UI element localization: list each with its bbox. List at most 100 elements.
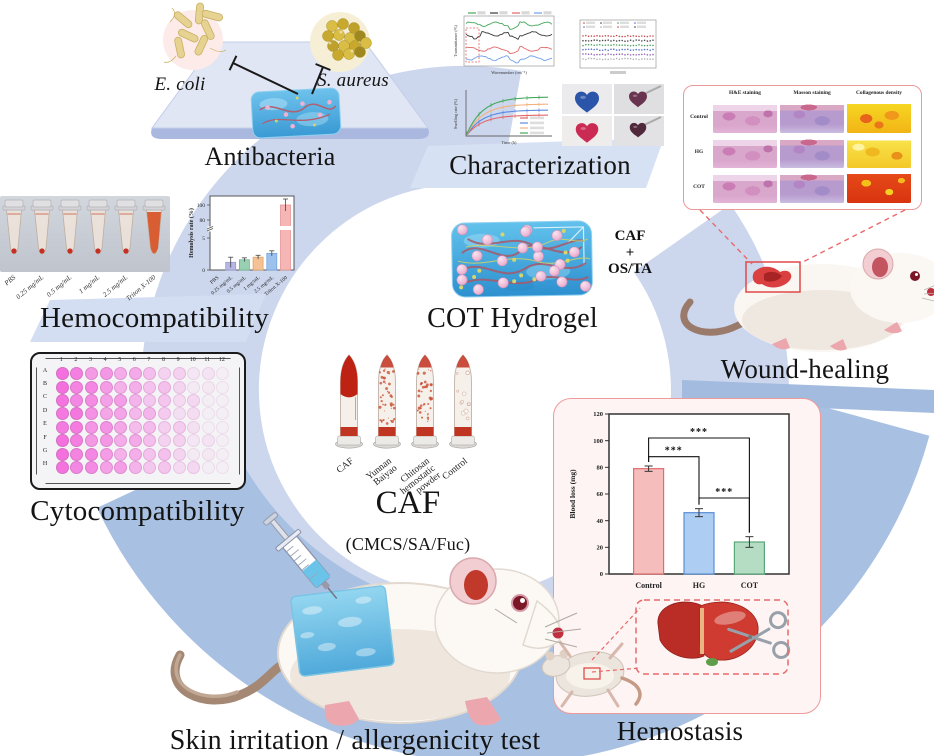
liver-connector-bottom xyxy=(591,667,641,673)
plate-well xyxy=(99,461,113,474)
plate-well xyxy=(143,367,157,381)
plate-well xyxy=(201,407,215,421)
histology-image xyxy=(713,171,777,203)
plate-well xyxy=(85,367,98,381)
hemolysis-tube xyxy=(2,199,26,255)
mouse-tail xyxy=(620,676,642,706)
inhibition-arrows xyxy=(228,55,331,95)
liver-dashed-box xyxy=(635,599,789,675)
plate-well xyxy=(55,407,69,421)
swelling-ylabel: Swelling rate (%) xyxy=(453,98,458,129)
blood-loss-ytick: 120 xyxy=(593,411,603,418)
plate-well xyxy=(99,380,113,394)
histology-column-header: H&E staining xyxy=(729,90,761,96)
blood-loss-xtick: HG xyxy=(693,581,705,590)
significance-stars: *** xyxy=(690,427,708,438)
cot-annotation-line-0: CAF xyxy=(614,228,646,244)
plate-column-number: 6 xyxy=(132,357,136,363)
plate-column-number: 5 xyxy=(118,357,122,363)
histology-panel: H&E staining Masson staining Collagenous d… xyxy=(683,85,922,210)
cot-annotation-line-2: OS/TA xyxy=(608,261,652,277)
hydrogel-heart xyxy=(629,91,647,108)
histology-image xyxy=(780,101,844,133)
hemolysis-tube xyxy=(58,199,82,255)
plate-well xyxy=(114,447,128,461)
s-aureus-circle xyxy=(310,12,372,72)
hemolysis-tube xyxy=(114,199,138,255)
blood-loss-ytick: 100 xyxy=(593,438,603,445)
incision-box xyxy=(583,667,601,680)
ftir-ylabel: Transmittance (%) xyxy=(453,24,458,57)
plate-well xyxy=(172,367,186,381)
histology-connector-right xyxy=(798,209,906,265)
plate-well xyxy=(143,434,157,448)
histology-image xyxy=(847,136,911,168)
plate-well xyxy=(216,380,230,394)
plate-row-letter: B xyxy=(42,380,47,387)
caf-title-sub: (CMCS/SA/Fuc) xyxy=(345,534,471,554)
plate-well xyxy=(114,380,128,394)
plate-inner-frame xyxy=(36,358,240,484)
plate-well xyxy=(216,447,230,461)
plate-well xyxy=(128,380,142,394)
plate-well xyxy=(201,461,215,474)
plate-well xyxy=(143,461,157,474)
plate-well xyxy=(158,380,171,394)
plate-well xyxy=(187,367,201,381)
histology-column-header: Masson staining xyxy=(793,90,831,96)
liver-connector-top xyxy=(591,607,641,661)
wound-healing-mouse xyxy=(680,248,934,352)
characterization-label: Characterization xyxy=(449,150,631,180)
hydrogel-patch xyxy=(290,585,395,677)
mouse-feet xyxy=(324,697,501,726)
hemocompatibility-label: Hemocompatibility xyxy=(40,302,269,334)
blood-loss-ytick: 40 xyxy=(597,518,604,525)
mouse-tail xyxy=(170,650,290,705)
rheology-chart xyxy=(579,19,657,74)
cot-hydrogel-label: COT Hydrogel xyxy=(427,303,598,334)
histology-row-label: COT xyxy=(693,184,705,190)
plate-well xyxy=(158,420,171,434)
significance-stars: *** xyxy=(665,446,683,457)
plate-well xyxy=(158,367,171,381)
hydrogel-sample xyxy=(250,87,342,139)
plate-well xyxy=(172,380,186,394)
hydrogel-heart-photos xyxy=(562,84,664,146)
plate-well xyxy=(70,447,84,461)
hemolysis-tube-photo xyxy=(0,196,170,272)
plate-well xyxy=(70,420,84,434)
crosslink-sphere xyxy=(551,230,563,241)
blood-loss-chart: 0 20 40 60 80 100 120 Blood loss (mg) Control HG C… xyxy=(568,411,790,590)
plate-well xyxy=(187,407,201,421)
syringe xyxy=(263,512,338,599)
plate-well xyxy=(99,407,113,421)
plate-well xyxy=(172,447,186,461)
plate-well xyxy=(114,407,128,421)
wound-healing-label: Wound-healing xyxy=(720,354,890,384)
plate-well xyxy=(172,407,186,421)
histology-image xyxy=(713,101,777,133)
characterization-ribbon xyxy=(410,138,664,188)
plate-column-number: 2 xyxy=(74,357,78,363)
plate-well xyxy=(70,380,84,394)
plate-well xyxy=(70,367,84,381)
caf-tube-labels: CAF YunnanBaiyao ChitosanhemostaticpowderC… xyxy=(335,456,470,497)
histology-image xyxy=(713,136,777,168)
plate-well xyxy=(187,394,201,407)
histology-row-label: HG xyxy=(694,149,704,155)
s-aureus-label: S. aureus xyxy=(317,70,389,91)
plate-well xyxy=(114,367,128,381)
plate-well xyxy=(128,407,142,421)
crosslink-sphere xyxy=(496,255,508,267)
plate-well xyxy=(85,394,98,407)
crosslink-sphere xyxy=(471,250,483,262)
hydrogel-heart xyxy=(629,122,647,138)
ftir-chart: Wavenumber (cm⁻¹) Transmittance (%) xyxy=(453,11,555,75)
blood-loss-ytick: 80 xyxy=(597,465,604,472)
plate-well xyxy=(216,367,230,381)
plate-well xyxy=(187,434,201,448)
ftir-xlabel: Wavenumber (cm⁻¹) xyxy=(491,70,527,75)
blood-loss-ylabel: Blood loss (mg) xyxy=(568,469,577,519)
